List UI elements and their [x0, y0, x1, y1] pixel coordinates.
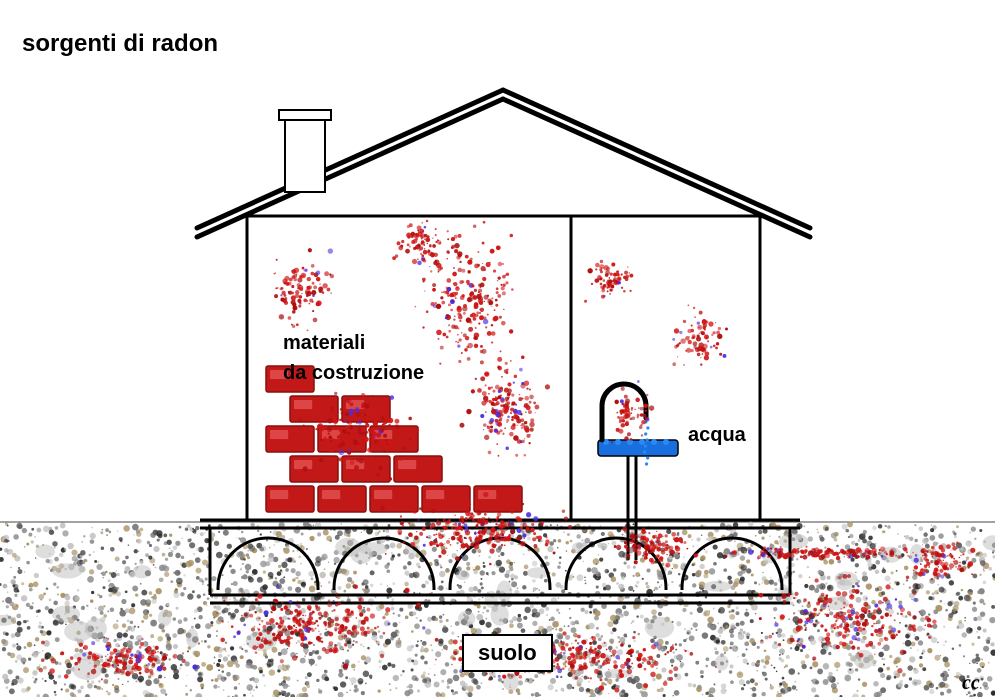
label-materials-2: da costruzione: [283, 362, 424, 385]
diagram-title: sorgenti di radon: [22, 30, 218, 58]
label-soil: suolo: [462, 634, 553, 672]
house: [197, 90, 810, 520]
label-signature: cc: [962, 672, 980, 695]
label-materials-1: materiali: [283, 332, 365, 355]
label-water: acqua: [688, 424, 746, 447]
bricks: [266, 366, 522, 512]
